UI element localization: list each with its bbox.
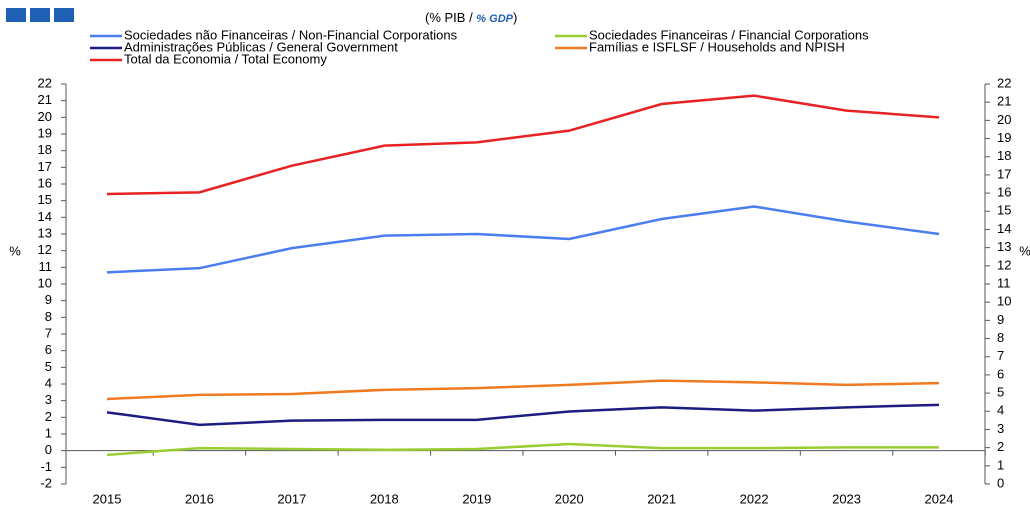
y2-tick-label: 22: [997, 75, 1011, 90]
y-tick-label: 12: [38, 242, 52, 257]
y-tick-label: -1: [40, 459, 52, 474]
x-tick-label: 2024: [925, 491, 954, 506]
y2-tick-label: 1: [997, 457, 1004, 472]
y2-tick-label: 0: [997, 475, 1004, 490]
y-tick-label: 15: [38, 192, 52, 207]
legend-label: Sociedades não Financeiras / Non-Financi…: [124, 27, 458, 42]
x-tick-label: 2017: [277, 491, 306, 506]
y-tick-label: 2: [45, 409, 52, 424]
x-tick-label: 2018: [370, 491, 399, 506]
y-tick-label: 0: [45, 442, 52, 457]
logo-block: [30, 8, 50, 22]
y2-tick-label: 18: [997, 148, 1011, 163]
series-line: [106, 403, 940, 427]
y2-tick-label: 19: [997, 130, 1011, 145]
y2-tick-label: 2: [997, 439, 1004, 454]
x-tick-label: 2019: [462, 491, 491, 506]
x-tick-label: 2021: [647, 491, 676, 506]
y-tick-label: 20: [38, 109, 52, 124]
series-line: [106, 205, 940, 274]
y-tick-label: 10: [38, 275, 52, 290]
y-tick-label: 7: [45, 325, 52, 340]
y2-tick-label: 11: [997, 275, 1011, 290]
y2-tick-label: 13: [997, 239, 1011, 254]
subtitle-pt: (% PIB /: [425, 10, 476, 25]
y2-tick-label: 20: [997, 112, 1011, 127]
y-tick-label: 17: [38, 159, 52, 174]
x-tick-label: 2023: [832, 491, 861, 506]
x-tick-label: 2015: [93, 491, 122, 506]
y-tick-label: 22: [38, 75, 52, 90]
y2-axis-label: %: [1019, 243, 1030, 258]
y2-tick-label: 4: [997, 403, 1004, 418]
y-tick-label: 6: [45, 342, 52, 357]
legend-label: Famílias e ISFLSF / Households and NPISH: [589, 39, 845, 54]
legend-label: Administrações Públicas / General Govern…: [124, 39, 398, 54]
x-tick-label: 2022: [740, 491, 769, 506]
y-tick-label: 19: [38, 125, 52, 140]
y-tick-label: 14: [38, 209, 52, 224]
series-line: [106, 379, 940, 401]
x-tick-label: 2020: [555, 491, 584, 506]
y-axis-label: %: [9, 243, 21, 258]
y-tick-label: 11: [39, 259, 53, 274]
legend-label: Total da Economia / Total Economy: [124, 51, 327, 66]
y-tick-label: -2: [40, 475, 52, 490]
series-line: [106, 94, 940, 196]
y2-tick-label: 7: [997, 348, 1004, 363]
y2-tick-label: 14: [997, 221, 1011, 236]
x-tick-label: 2016: [185, 491, 214, 506]
y2-tick-label: 16: [997, 185, 1011, 200]
y-tick-label: 9: [45, 292, 52, 307]
y2-tick-label: 9: [997, 312, 1004, 327]
y2-tick-label: 5: [997, 385, 1004, 400]
logo-block: [54, 8, 74, 22]
subtitle-en: % GDP: [476, 13, 513, 25]
series-line: [106, 442, 939, 457]
y-tick-label: 3: [45, 392, 52, 407]
y2-tick-label: 15: [997, 203, 1011, 218]
y2-tick-label: 21: [997, 94, 1011, 109]
y-tick-label: 13: [38, 225, 52, 240]
subtitle: (% PIB / % GDP): [425, 10, 517, 25]
y-tick-label: 18: [38, 142, 52, 157]
y2-tick-label: 8: [997, 330, 1004, 345]
logo-block: [6, 8, 26, 22]
y2-tick-label: 12: [997, 257, 1011, 272]
y-tick-label: 16: [38, 175, 52, 190]
y2-tick-label: 10: [997, 294, 1011, 309]
y2-tick-label: 3: [997, 421, 1004, 436]
y-tick-label: 1: [45, 425, 52, 440]
y-tick-label: 8: [45, 309, 52, 324]
y2-tick-label: 17: [997, 166, 1011, 181]
subtitle-end: ): [513, 10, 517, 25]
legend-label: Sociedades Financeiras / Financial Corpo…: [589, 27, 869, 42]
y-tick-label: 5: [45, 359, 52, 374]
y-tick-label: 21: [38, 92, 52, 107]
y-tick-label: 4: [45, 375, 52, 390]
y2-tick-label: 6: [997, 366, 1004, 381]
